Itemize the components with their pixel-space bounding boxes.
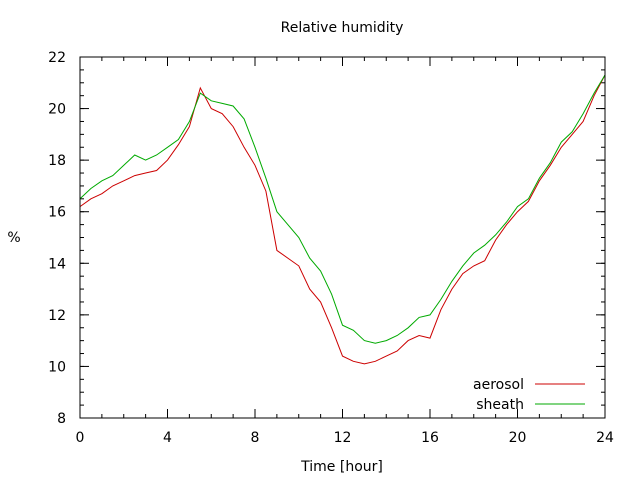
x-tick-label: 12 xyxy=(334,430,352,446)
x-tick-label: 24 xyxy=(596,430,614,446)
legend-label-sheath: sheath xyxy=(476,397,524,413)
axis-ticks xyxy=(79,56,606,419)
y-tick-label: 12 xyxy=(48,308,66,324)
y-tick-label: 20 xyxy=(48,102,66,118)
x-axis-label: Time [hour] xyxy=(300,459,383,475)
x-tick-label: 8 xyxy=(251,430,260,446)
x-tick-label: 4 xyxy=(163,430,172,446)
y-tick-label: 16 xyxy=(48,205,66,221)
plot-lines xyxy=(79,74,606,365)
legend: aerosol sheath xyxy=(473,377,585,413)
y-tick-label: 14 xyxy=(48,256,66,272)
legend-label-aerosol: aerosol xyxy=(473,377,524,393)
plot-frame xyxy=(79,56,606,419)
y-tick-label: 10 xyxy=(48,359,66,375)
y-tick-label: 8 xyxy=(57,411,66,427)
x-tick-label: 16 xyxy=(421,430,439,446)
series-line-aerosol xyxy=(79,74,606,365)
y-tick-label: 22 xyxy=(48,50,66,66)
y-axis-label: % xyxy=(7,230,20,246)
chart-title: Relative humidity xyxy=(281,20,404,36)
x-tick-label: 20 xyxy=(509,430,527,446)
x-tick-label: 0 xyxy=(76,430,85,446)
tick-labels: 0 4 8 12 16 20 24 8 10 12 14 16 18 20 22 xyxy=(48,50,614,446)
series-line-sheath xyxy=(79,74,606,344)
y-tick-label: 18 xyxy=(48,153,66,169)
